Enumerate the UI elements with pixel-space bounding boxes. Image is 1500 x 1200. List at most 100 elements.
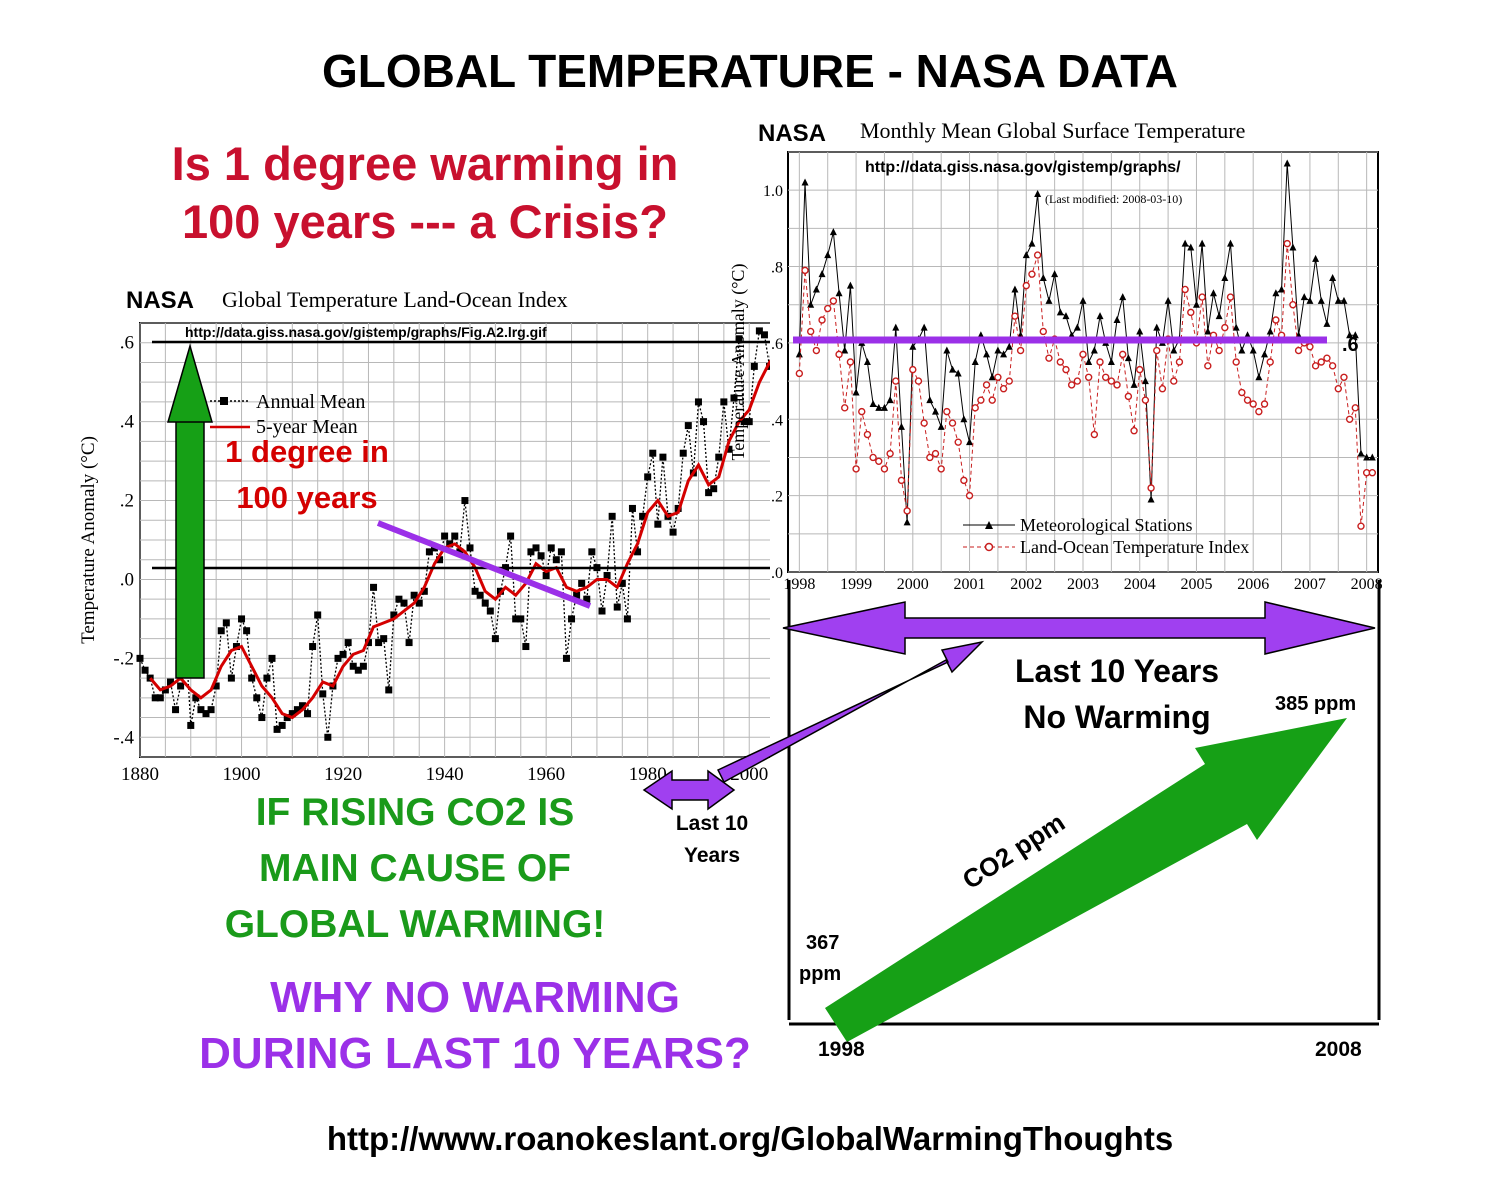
stations-point [1073,323,1081,331]
stations-point [1215,312,1223,320]
land-ocean-point [1255,407,1263,416]
crisis-question: Is 1 degree warming in 100 years --- a C… [120,135,730,251]
annual-mean-point [755,327,763,335]
annual-mean-point [344,639,352,647]
ten-year-span-arrow [782,601,1376,655]
x-tick-label: 2008 [1351,576,1383,593]
last-ten-years-line-1: Last 10 [675,812,749,835]
point-six-label: .6 [1342,334,1359,356]
y-tick-label: .2 [120,491,134,512]
annual-mean-point [161,686,169,694]
land-ocean-point [1238,388,1246,397]
land-ocean-point [892,377,900,385]
legend-5yr-label: 5-year Mean [256,416,358,438]
left-tick-labels: 1880 1900 1920 1940 1960 1980 2000-.4-.2.0.2.4… [113,333,768,780]
land-ocean-point [1141,396,1150,404]
co2-end-value: 385 ppm [1275,693,1356,715]
stations-point [1300,293,1308,301]
annual-mean-point [151,694,159,702]
annual-mean-point [278,721,286,729]
annual-mean-point [304,710,312,718]
land-ocean-point [1016,346,1025,355]
y-tick-label: .4 [771,412,783,429]
annual-mean-point [227,674,235,682]
annual-mean-point [486,607,494,615]
x-tick-label: 1960 [527,764,565,780]
land-ocean-point [994,373,1002,381]
land-ocean-point [880,465,889,473]
annual-mean-point [293,706,301,714]
land-ocean-point [1260,400,1269,408]
stations-point [903,518,911,526]
annual-mean-point [354,666,362,674]
land-ocean-point [988,396,996,404]
land-ocean-point [977,396,985,404]
annual-mean-point [192,694,200,702]
land-ocean-point [1096,358,1104,366]
x-tick-label: 2005 [1180,576,1212,593]
land-ocean-point [1079,350,1087,359]
stations-point [880,403,888,411]
stations-point [892,323,900,331]
stations-point [1136,327,1144,335]
right-tick-labels: 1998 1999 2000 2001 2002 2003 2004 2005 2006 2007… [763,183,1383,593]
annual-mean-point [537,552,545,560]
stations-point [846,281,854,289]
co2-rising-arrow [825,718,1347,1042]
annual-mean-point [415,599,423,607]
land-ocean-point [1311,362,1320,370]
land-ocean-point [965,491,974,500]
annual-mean-point [730,394,738,402]
annual-mean-point [166,678,174,686]
land-ocean-point [954,438,962,446]
stations-point [1283,159,1291,167]
stations-point [909,342,917,350]
land-ocean-point [926,453,934,462]
annual-mean-point [319,690,327,698]
annual-mean-point [644,473,652,481]
stations-point [869,400,877,407]
annual-mean-point [395,595,403,603]
land-ocean-point [920,419,928,427]
stations-point [1204,327,1212,335]
right-chart-url: http://data.giss.nasa.gov/gistemp/graphs… [865,159,1181,176]
land-ocean-point [846,358,855,366]
annual-mean-point [197,706,205,714]
annual-mean-point [420,587,428,595]
annual-mean-point [466,544,474,552]
stations-point [1039,274,1047,281]
why-line-2: DURING LAST 10 YEARS? [199,1029,751,1078]
annual-mean-point [705,489,713,497]
stations-point [920,323,928,331]
annual-mean-point [725,445,733,453]
stations-point [801,178,809,186]
right-y-axis-label: Temperature Anomaly (°C) [728,264,749,461]
annual-mean-point [410,591,418,599]
annual-mean-point [532,544,540,552]
annual-mean-point [339,650,347,658]
stations-point [886,396,894,404]
annual-mean-point [232,643,240,651]
stations-point [1261,350,1269,358]
annual-mean-point [679,449,687,457]
y-tick-label: -.4 [113,727,134,748]
annual-mean-point [623,615,631,623]
right-legend: Meteorological Stations Land-Ocean Tempe… [963,515,1249,557]
purple-trend-line [376,520,592,609]
annual-mean-point [349,662,357,670]
annual-mean-point [654,520,662,528]
stations-point [1334,296,1342,304]
land-ocean-point [1368,469,1377,477]
land-ocean-point [841,404,849,412]
stations-point [1056,308,1064,316]
land-ocean-point [1062,365,1070,374]
annual-mean-point [288,710,296,718]
green-up-arrow [167,343,213,679]
annual-mean-point [405,639,413,647]
stations-point [1107,358,1115,365]
x-tick-label: 1980 [629,764,667,780]
land-ocean-point [1294,346,1303,355]
annual-mean-point [562,654,570,662]
land-ocean-point [1334,385,1342,393]
annual-mean-point [740,418,748,426]
